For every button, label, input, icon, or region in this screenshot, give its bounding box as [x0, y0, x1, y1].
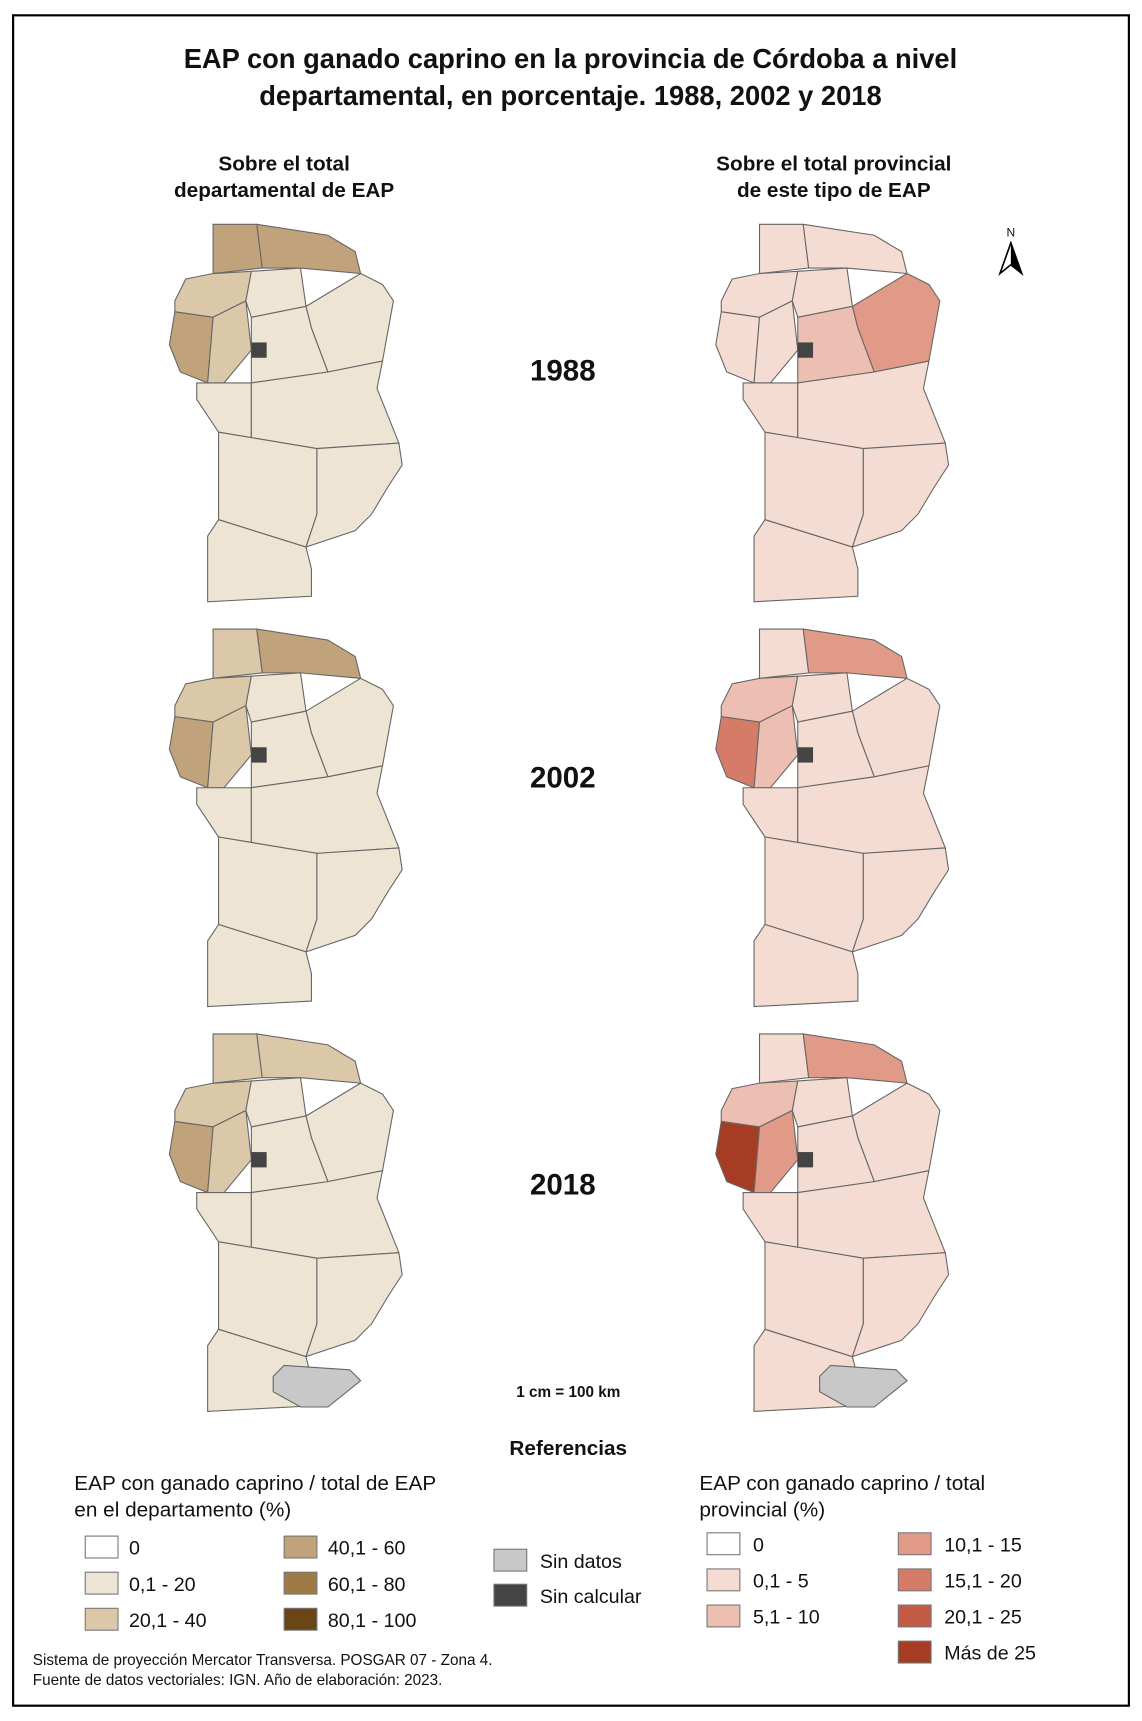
department [212, 628, 263, 679]
label: 0,1 - 20 [129, 1574, 196, 1596]
province-map [168, 628, 403, 1008]
no-data-area [272, 1364, 362, 1408]
department [758, 1033, 810, 1084]
label: 2002 [530, 762, 596, 795]
legend-swatch [283, 1607, 318, 1631]
legend-swatch [897, 1640, 932, 1664]
label: Más de 25 [944, 1643, 1036, 1665]
legend-swatch [706, 1532, 741, 1556]
province-map [715, 628, 950, 1008]
department [212, 223, 263, 275]
label: 0,1 - 5 [753, 1571, 809, 1593]
department [758, 223, 810, 275]
north-arrow-half [1010, 242, 1022, 274]
label: 1 cm = 100 km [516, 1384, 620, 1401]
department [715, 716, 761, 789]
label: EAP con ganado caprino en la provincia d… [184, 43, 958, 74]
department [851, 442, 950, 548]
department [207, 923, 313, 1008]
content: EAP con ganado caprino en la provincia d… [33, 43, 1036, 1689]
legend-swatch [493, 1583, 528, 1607]
label: Sin calcular [540, 1586, 642, 1608]
label: 2018 [530, 1169, 596, 1202]
province-map [715, 1033, 950, 1412]
legend-swatch [84, 1535, 119, 1559]
capital [797, 342, 814, 358]
legend-swatch [493, 1548, 528, 1572]
department [753, 923, 859, 1008]
label: provincial (%) [699, 1498, 825, 1521]
label: Fuente de datos vectoriales: IGN. Año de… [33, 1672, 443, 1689]
legend-swatch [84, 1607, 119, 1631]
legend-swatch [283, 1571, 318, 1595]
label: Referencias [509, 1437, 627, 1460]
department [207, 1109, 252, 1194]
label: N [1007, 225, 1016, 239]
capital [797, 1152, 814, 1168]
label: 5,1 - 10 [753, 1607, 820, 1629]
legend-swatch [706, 1568, 741, 1592]
label: Sin datos [540, 1551, 622, 1573]
label: Sobre el total [218, 153, 349, 176]
department [212, 1033, 263, 1084]
capital [251, 747, 267, 763]
label: 40,1 - 60 [328, 1538, 406, 1560]
label: 20,1 - 25 [944, 1607, 1022, 1629]
label: 60,1 - 80 [328, 1574, 406, 1596]
province-map [168, 1033, 403, 1412]
department [753, 300, 799, 384]
label: 15,1 - 20 [944, 1571, 1022, 1593]
capital [251, 342, 267, 358]
department [168, 716, 214, 789]
capital [251, 1152, 267, 1168]
label: 10,1 - 15 [944, 1534, 1022, 1556]
label: departamental, en porcentaje. 1988, 2002… [259, 80, 881, 111]
department [715, 1120, 761, 1194]
label: Sistema de proyección Mercator Transvers… [33, 1652, 493, 1669]
label: de este tipo de EAP [737, 179, 931, 202]
department [758, 628, 810, 679]
label: 20,1 - 40 [129, 1610, 207, 1632]
label: 1988 [530, 355, 596, 388]
label: 0 [129, 1538, 140, 1560]
department [753, 704, 799, 789]
department [753, 1109, 799, 1194]
department [305, 847, 403, 953]
department [207, 300, 252, 384]
legend-swatch [283, 1535, 318, 1559]
label: 0 [753, 1534, 764, 1556]
no-data-area [819, 1364, 908, 1408]
label: EAP con ganado caprino / total de EAP [74, 1472, 436, 1495]
department [168, 1120, 214, 1194]
department [851, 847, 950, 953]
legend-swatch [897, 1532, 932, 1556]
label: Sobre el total provincial [716, 153, 951, 176]
label: 80,1 - 100 [328, 1610, 417, 1632]
department [305, 442, 403, 548]
legend-swatch [706, 1604, 741, 1628]
department [851, 1252, 950, 1358]
label: departamental de EAP [174, 179, 394, 202]
department [305, 1252, 403, 1358]
capital [797, 747, 814, 763]
legend-swatch [84, 1571, 119, 1595]
label: EAP con ganado caprino / total [699, 1472, 985, 1495]
legend-swatch [897, 1604, 932, 1628]
department [753, 519, 859, 603]
legend-swatch [897, 1568, 932, 1592]
department [207, 519, 313, 603]
province-map [715, 223, 950, 603]
department [168, 311, 214, 384]
province-map [168, 223, 403, 603]
department [715, 311, 761, 384]
label: en el departamento (%) [74, 1498, 291, 1521]
department [207, 704, 252, 789]
